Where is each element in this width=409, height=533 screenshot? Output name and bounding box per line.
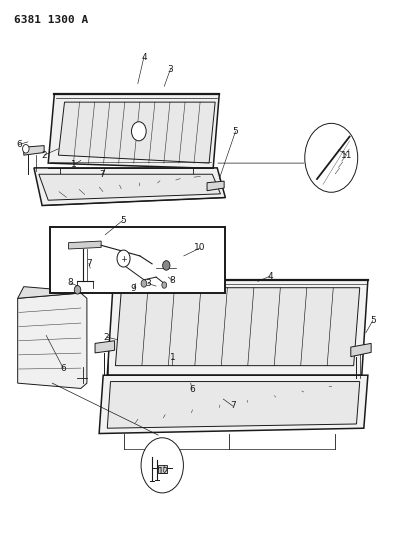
Bar [158,465,167,473]
Text: 9: 9 [130,284,136,293]
Circle shape [141,438,183,493]
Text: 5: 5 [119,216,125,225]
Circle shape [162,282,166,288]
Circle shape [74,286,81,294]
Text: 6: 6 [60,364,66,373]
Text: 8: 8 [169,276,175,285]
Polygon shape [24,146,44,155]
Text: 3: 3 [145,279,151,288]
Text: 5: 5 [369,316,375,325]
Circle shape [304,123,357,192]
Polygon shape [95,341,115,353]
Polygon shape [99,375,367,433]
Text: 4: 4 [141,53,146,62]
Text: 6381 1300 A: 6381 1300 A [13,14,88,25]
Text: 3: 3 [167,64,173,74]
Circle shape [117,250,130,267]
Text: 1: 1 [71,160,76,169]
Text: 7: 7 [229,401,235,410]
Text: 11: 11 [340,151,352,160]
Polygon shape [107,382,359,428]
Circle shape [162,261,170,270]
Text: 2: 2 [103,333,109,342]
Polygon shape [34,168,225,206]
Text: 7: 7 [99,170,105,179]
Text: 6: 6 [16,140,22,149]
Polygon shape [350,343,370,357]
Polygon shape [39,174,220,200]
Text: 10: 10 [194,244,205,253]
Text: 5: 5 [232,127,238,136]
Polygon shape [18,287,87,298]
Polygon shape [48,94,219,168]
Text: 4: 4 [267,271,272,280]
Text: 8: 8 [67,278,73,287]
Circle shape [22,144,29,153]
Circle shape [141,280,146,287]
Text: 12: 12 [157,467,169,476]
Polygon shape [115,288,359,366]
Polygon shape [107,280,367,375]
Text: 6: 6 [189,385,194,394]
Polygon shape [207,181,224,191]
Polygon shape [58,102,215,163]
Text: 1: 1 [169,353,175,362]
Text: 7: 7 [86,259,92,268]
Text: 2: 2 [41,151,47,160]
Polygon shape [18,293,87,389]
Circle shape [131,122,146,141]
Polygon shape [68,241,101,249]
Bar [50,227,225,293]
